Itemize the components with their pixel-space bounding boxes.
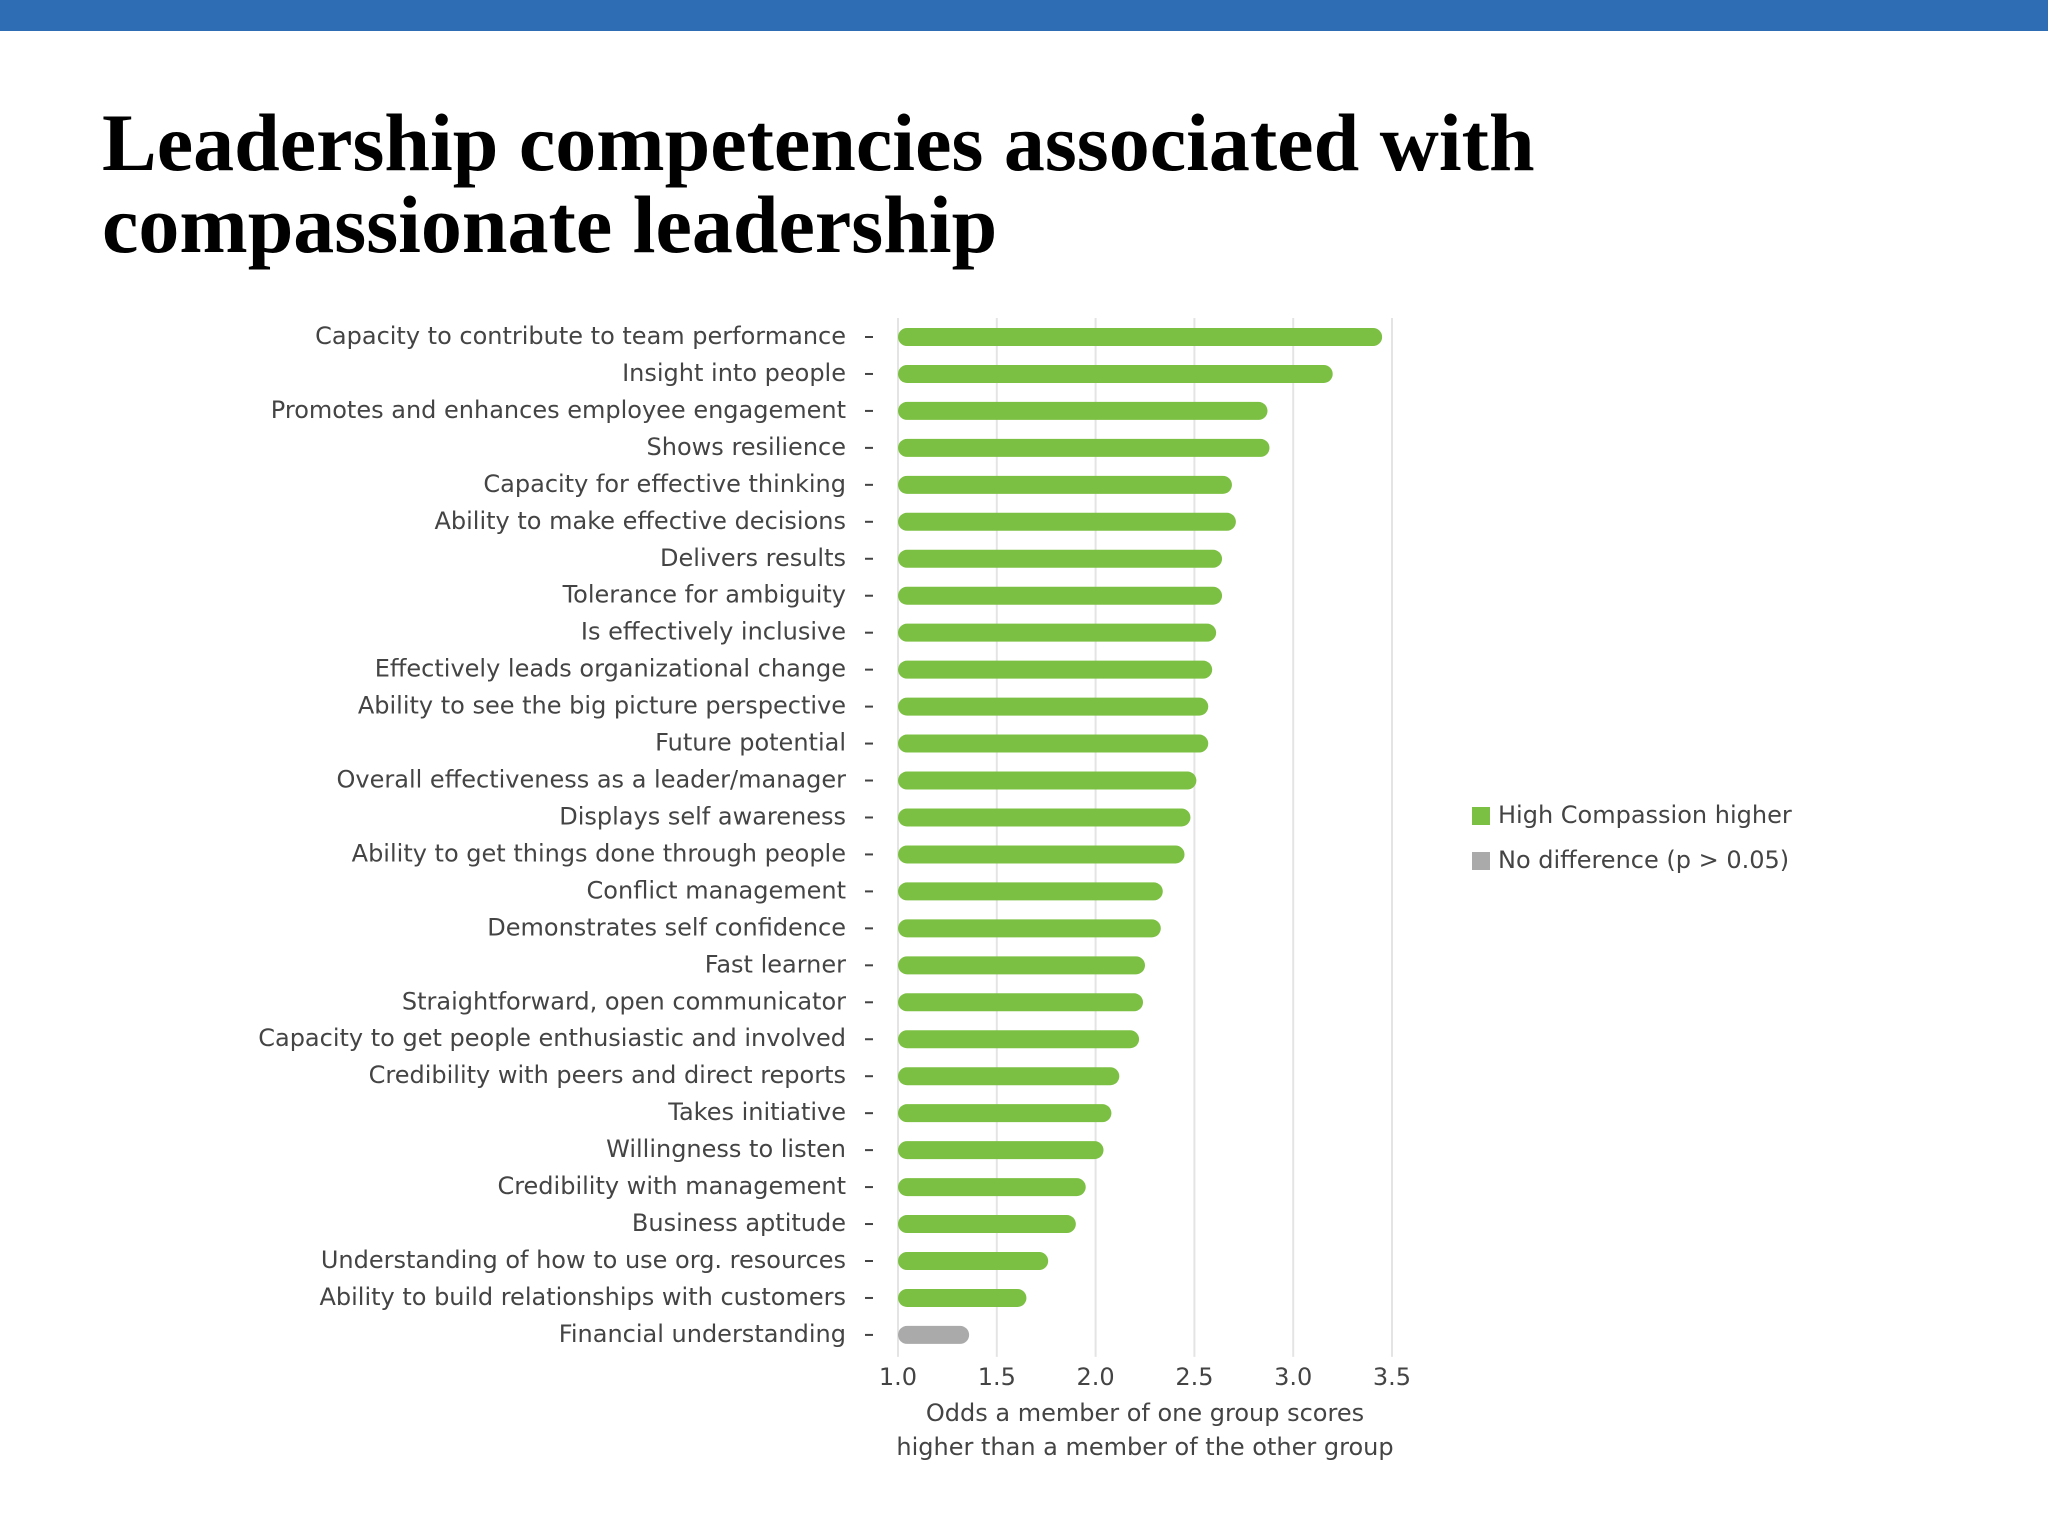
legend-label: No difference (p > 0.05) — [1498, 846, 1789, 874]
bar — [898, 845, 1185, 864]
category-label: Ability to see the big picture perspecti… — [358, 692, 846, 720]
category-label: Financial understanding — [559, 1320, 846, 1348]
legend-swatch — [1472, 852, 1490, 870]
category-label: Is effectively inclusive — [581, 618, 846, 646]
bar — [898, 512, 1236, 531]
bar — [898, 1178, 1086, 1197]
bar — [898, 956, 1145, 975]
x-tick-label: 3.5 — [1373, 1363, 1411, 1391]
category-label: Capacity to get people enthusiastic and … — [258, 1024, 846, 1052]
bar — [898, 1067, 1120, 1086]
category-label: Insight into people — [622, 359, 846, 387]
category-label: Ability to make effective decisions — [434, 507, 846, 535]
category-label: Straightforward, open communicator — [402, 987, 846, 1015]
category-label: Shows resilience — [647, 433, 846, 461]
bar — [898, 771, 1197, 790]
bar — [898, 1325, 970, 1344]
category-label: Demonstrates self confidence — [487, 913, 846, 941]
bar — [898, 586, 1223, 605]
category-label: Ability to get things done through peopl… — [352, 839, 846, 867]
top-band — [0, 0, 2048, 31]
bar — [898, 993, 1144, 1012]
bar — [898, 1104, 1112, 1123]
category-label: Takes initiative — [667, 1098, 846, 1126]
bar — [898, 1288, 1027, 1307]
x-axis-label: Odds a member of one group scores — [926, 1399, 1364, 1427]
bar — [898, 438, 1270, 457]
category-label: Effectively leads organizational change — [375, 655, 846, 683]
bar — [898, 623, 1217, 642]
bar — [898, 549, 1223, 568]
category-label: Credibility with peers and direct report… — [369, 1061, 846, 1089]
bar — [898, 808, 1191, 827]
x-tick-label: 2.5 — [1175, 1363, 1213, 1391]
category-label: Delivers results — [660, 544, 846, 572]
category-label: Tolerance for ambiguity — [562, 581, 846, 609]
bar — [898, 882, 1163, 901]
bar — [898, 919, 1161, 938]
bar — [898, 475, 1232, 494]
category-label: Capacity to contribute to team performan… — [315, 322, 846, 350]
x-tick-label: 1.0 — [879, 1363, 917, 1391]
category-label: Credibility with management — [497, 1172, 846, 1200]
legend-swatch — [1472, 807, 1490, 825]
category-label: Understanding of how to use org. resourc… — [321, 1246, 846, 1274]
category-label: Future potential — [655, 729, 846, 757]
x-tick-label: 1.5 — [978, 1363, 1016, 1391]
category-label: Fast learner — [705, 950, 846, 978]
title-line: Leadership competencies associated with — [102, 97, 1535, 188]
category-label: Conflict management — [587, 876, 846, 904]
category-label: Business aptitude — [632, 1209, 846, 1237]
bar — [898, 697, 1209, 716]
category-label: Capacity for effective thinking — [483, 470, 846, 498]
x-axis-label: higher than a member of the other group — [896, 1433, 1393, 1461]
x-tick-label: 3.0 — [1274, 1363, 1312, 1391]
title-line: compassionate leadership — [102, 179, 997, 270]
bar — [898, 1141, 1104, 1160]
category-label: Promotes and enhances employee engagemen… — [271, 396, 846, 424]
category-label: Displays self awareness — [559, 802, 846, 830]
legend-label: High Compassion higher — [1498, 801, 1792, 829]
bar — [898, 328, 1383, 346]
x-tick-label: 2.0 — [1077, 1363, 1115, 1391]
bar — [898, 734, 1209, 753]
bar — [898, 1215, 1076, 1234]
bar — [898, 1252, 1049, 1270]
category-label: Ability to build relationships with cust… — [319, 1283, 846, 1311]
bar — [898, 401, 1268, 420]
category-label: Willingness to listen — [606, 1135, 846, 1163]
bar — [898, 660, 1213, 679]
bar — [898, 1030, 1140, 1049]
bar — [898, 364, 1333, 383]
category-label: Overall effectiveness as a leader/manage… — [337, 766, 847, 794]
